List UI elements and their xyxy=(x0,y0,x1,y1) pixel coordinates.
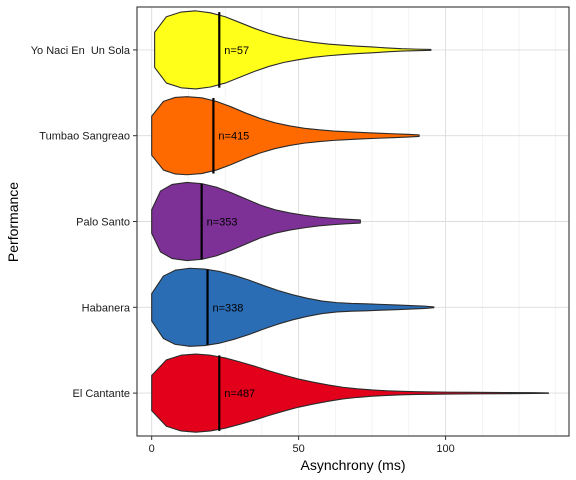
n-label-el-cantante: n=487 xyxy=(224,388,255,400)
n-label-yo-naci-en-un-sola: n=57 xyxy=(224,45,249,57)
x-axis-title: Asynchrony (ms) xyxy=(300,457,405,473)
x-tick-label: 100 xyxy=(436,443,454,455)
x-tick-label: 50 xyxy=(293,443,305,455)
n-label-palo-santo: n=353 xyxy=(207,217,238,229)
violin-palo-santo xyxy=(151,181,361,262)
y-axis-title: Performance xyxy=(5,182,21,262)
y-tick-label: Yo Naci En Un Sola xyxy=(31,45,131,57)
violin-yo-naci-en-un-sola xyxy=(154,10,432,90)
y-tick-label: Palo Santo xyxy=(76,217,130,229)
x-axis: 0 50 100 xyxy=(149,436,455,455)
violin-layer xyxy=(151,10,549,433)
violin-tumbao-sangreao xyxy=(151,96,420,176)
x-tick-label: 0 xyxy=(149,443,155,455)
violin-el-cantante xyxy=(151,353,549,433)
y-axis: El Cantante Habanera Palo Santo Tumbao Sang… xyxy=(31,45,137,400)
median-layer xyxy=(200,12,221,431)
n-label-tumbao-sangreao: n=415 xyxy=(218,131,249,143)
n-label-layer: n=487 n=338 n=353 n=415 n=57 xyxy=(207,45,256,400)
n-label-habanera: n=338 xyxy=(213,302,244,314)
y-tick-label: Habanera xyxy=(82,302,131,314)
y-tick-label: Tumbao Sangreao xyxy=(39,131,130,143)
y-tick-label: El Cantante xyxy=(73,388,130,400)
violin-habanera xyxy=(151,267,435,347)
